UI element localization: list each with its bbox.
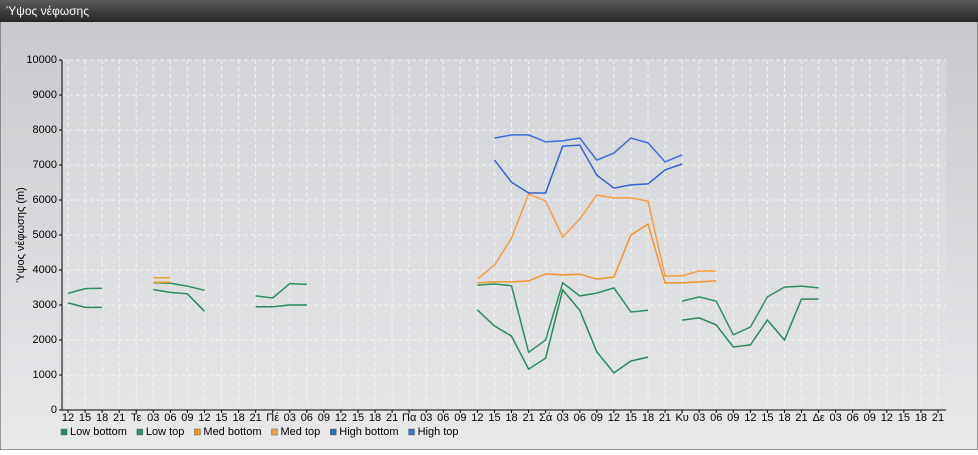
x-tick-label: 15	[898, 412, 910, 424]
series-line	[153, 222, 717, 284]
legend-swatch	[60, 428, 68, 436]
x-tick-label: 09	[727, 412, 739, 424]
legend-label: Low top	[146, 426, 185, 438]
x-tick-label: 06	[710, 412, 722, 424]
x-tick-label: 15	[625, 412, 637, 424]
x-tick-label: 12	[198, 412, 210, 424]
x-tick-label: 09	[864, 412, 876, 424]
x-tick-label: 03	[147, 412, 159, 424]
x-tick-label: 21	[386, 412, 398, 424]
x-tick-label: 18	[642, 412, 654, 424]
x-tick-label: Πα	[402, 412, 417, 424]
x-tick-label: 21	[795, 412, 807, 424]
x-tick-label: 15	[79, 412, 91, 424]
x-tick-label: 06	[301, 412, 313, 424]
y-tick-label: 0	[51, 404, 57, 416]
series-line	[153, 193, 717, 280]
x-tick-label: 12	[744, 412, 756, 424]
x-tick-label: 18	[232, 412, 244, 424]
x-tick-label: 18	[96, 412, 108, 424]
y-axis-label: Ύψος νέφωσης (m)	[15, 187, 27, 283]
series-line	[67, 288, 819, 374]
legend-swatch	[330, 428, 337, 436]
legend-swatch	[136, 428, 144, 436]
x-tick-label: 06	[164, 412, 176, 424]
legend-label: Med top	[281, 426, 321, 438]
window-title: Ύψος νέφωσης	[6, 4, 89, 18]
x-tick-label: 21	[522, 412, 534, 424]
x-tick-label: 09	[591, 412, 603, 424]
lines	[67, 134, 819, 374]
x-tick-label: Σά	[539, 412, 553, 424]
x-tick-label: 18	[778, 412, 790, 424]
title-bar	[0, 0, 978, 22]
x-tick-label: Τε	[131, 412, 142, 424]
x-tick-label: 03	[284, 412, 296, 424]
x-tick-label: 06	[847, 412, 859, 424]
x-tick-label: 18	[915, 412, 927, 424]
x-tick-label: 12	[608, 412, 620, 424]
x-tick-label: 15	[761, 412, 773, 424]
x-tick-label: 12	[471, 412, 483, 424]
legend-swatch	[194, 428, 201, 436]
series-line	[493, 144, 683, 194]
x-tick-label: 12	[335, 412, 347, 424]
x-tick-label: Κυ	[675, 412, 688, 424]
x-tick-label: 03	[693, 412, 705, 424]
x-tick-label: 12	[881, 412, 893, 424]
x-tick-label: 18	[505, 412, 517, 424]
x-tick-label: Πέ	[266, 412, 279, 424]
y-tick-label: 1000	[33, 369, 57, 381]
x-tick-label: 21	[113, 412, 125, 424]
legend-swatch	[271, 428, 278, 436]
series-line	[494, 134, 683, 163]
y-tick-label: 8000	[33, 124, 57, 136]
x-tick-label: 03	[830, 412, 842, 424]
x-tick-label: 12	[62, 412, 74, 424]
x-tick-label: 15	[488, 412, 500, 424]
y-tick-label: 5000	[33, 229, 57, 241]
x-tick-label: 21	[659, 412, 671, 424]
y-tick-label: 7000	[33, 159, 57, 171]
grid	[59, 59, 946, 413]
x-tick-label: 09	[454, 412, 466, 424]
y-tick-label: 2000	[33, 334, 57, 346]
x-tick-label: 21	[250, 412, 262, 424]
x-tick-label: 21	[932, 412, 944, 424]
x-tick-label: 18	[369, 412, 381, 424]
y-tick-label: 9000	[33, 89, 57, 101]
legend-swatch	[408, 428, 415, 436]
x-tick-label: 15	[352, 412, 364, 424]
x-tick-label: 09	[181, 412, 193, 424]
legend-label: High top	[418, 426, 459, 438]
x-tick-label: Δε	[812, 412, 824, 424]
y-tick-label: 6000	[33, 194, 57, 206]
y-tick-label: 4000	[33, 264, 57, 276]
legend-label: High bottom	[339, 426, 398, 438]
x-tick-label: 06	[437, 412, 449, 424]
y-tick-label: 10000	[26, 54, 57, 66]
series-line	[67, 281, 819, 354]
x-tick-label: 06	[574, 412, 586, 424]
y-tick-label: 3000	[33, 299, 57, 311]
legend-label: Med bottom	[203, 426, 261, 438]
x-tick-label: 03	[557, 412, 569, 424]
x-tick-label: 03	[420, 412, 432, 424]
x-tick-label: 15	[215, 412, 227, 424]
x-tick-label: 09	[318, 412, 330, 424]
legend-label: Low bottom	[70, 426, 127, 438]
